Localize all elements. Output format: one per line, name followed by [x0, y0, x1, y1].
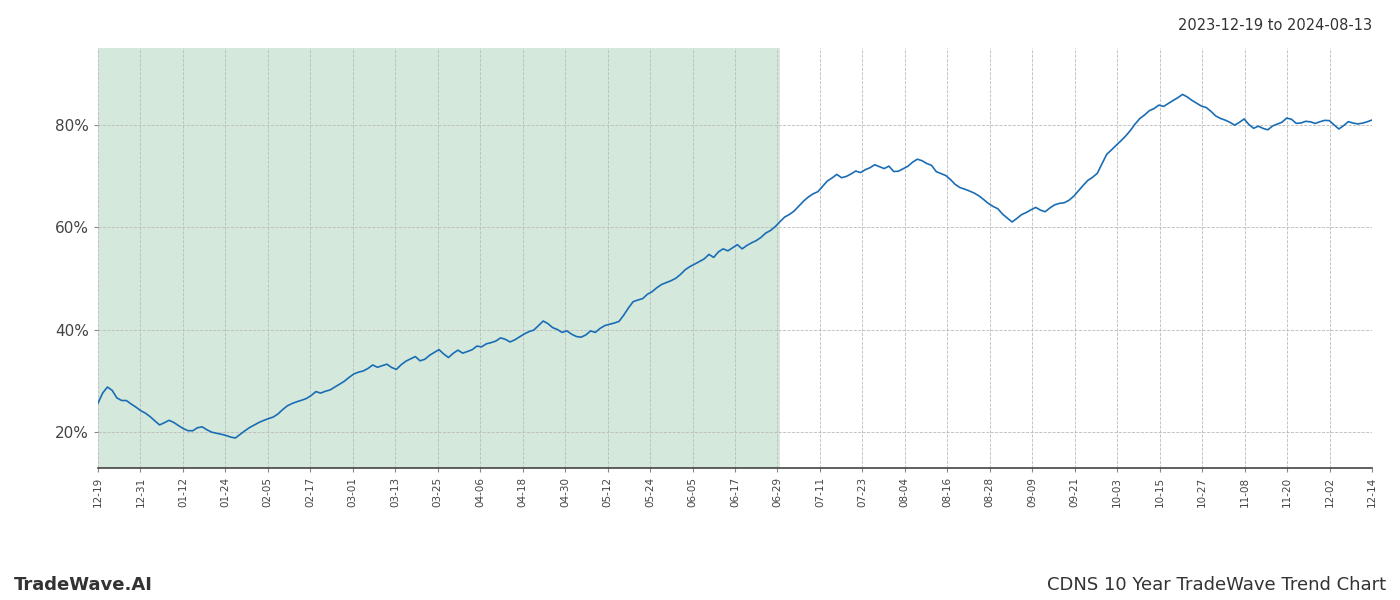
Text: CDNS 10 Year TradeWave Trend Chart: CDNS 10 Year TradeWave Trend Chart — [1047, 576, 1386, 594]
Bar — [98, 48, 780, 468]
Text: TradeWave.AI: TradeWave.AI — [14, 576, 153, 594]
Text: 2023-12-19 to 2024-08-13: 2023-12-19 to 2024-08-13 — [1177, 18, 1372, 33]
